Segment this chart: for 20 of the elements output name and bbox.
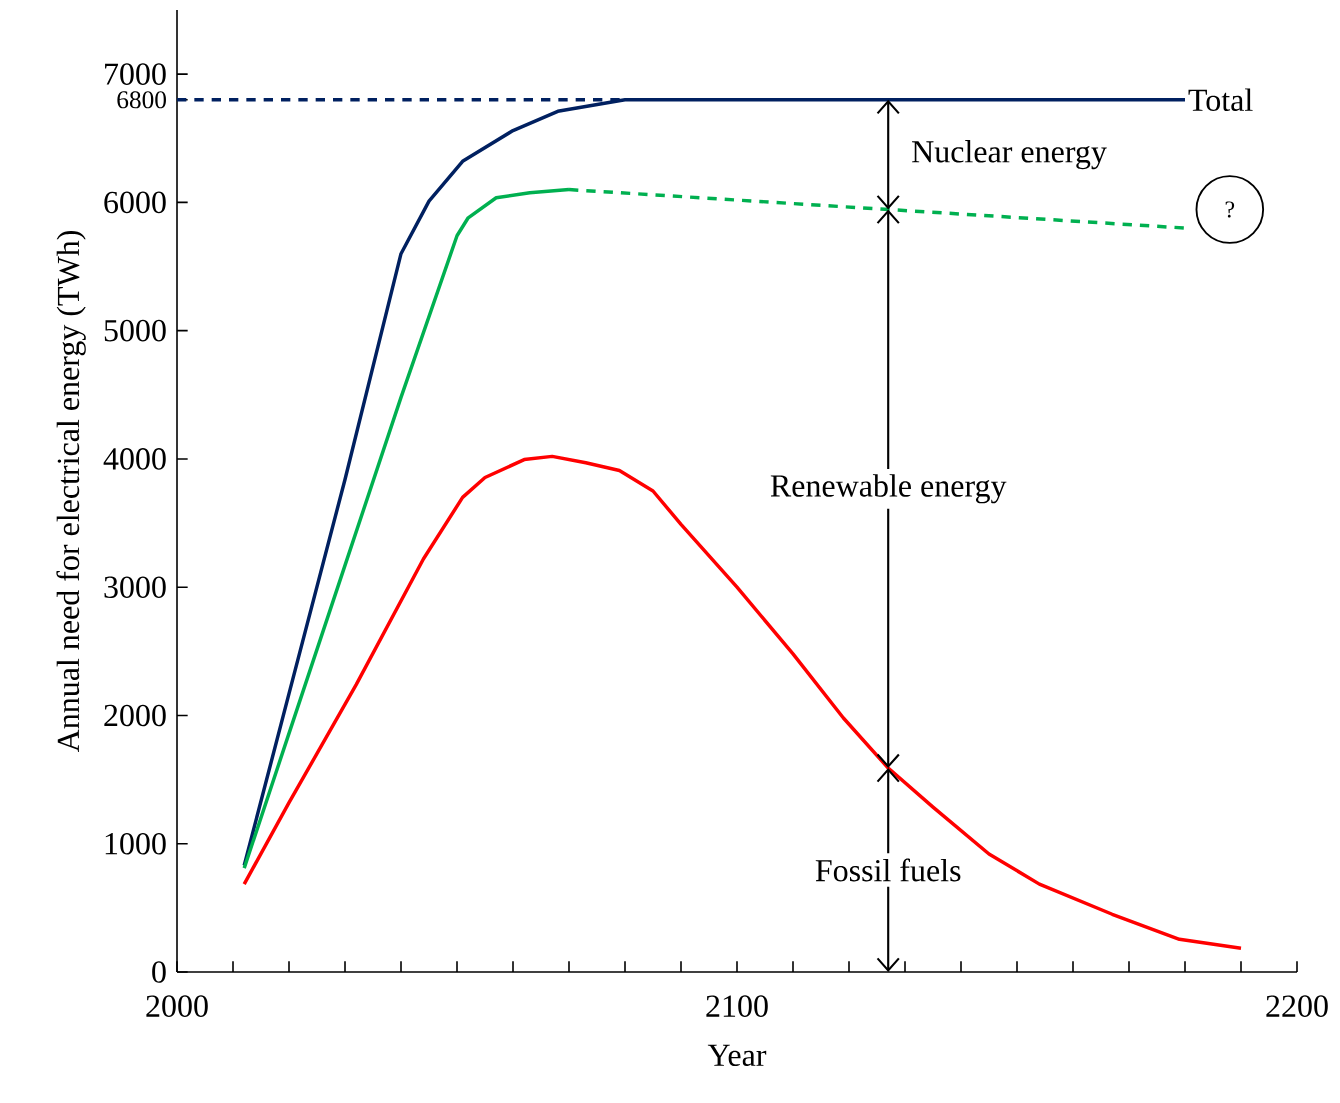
annotation: Fossil fuels (815, 858, 961, 882)
y-axis-title: Annual need for electrical energy (TWh) (56, 231, 86, 753)
x-tick-label: 2100 (706, 995, 768, 1017)
annotation: Nuclear energy (912, 140, 1107, 170)
y-tick-label: 5000 (104, 319, 166, 342)
y-tick-label: 1000 (105, 832, 166, 855)
y-tick-label: 2000 (104, 704, 166, 727)
y-tick-label: 3000 (104, 576, 166, 598)
annotation: Renewable energy (770, 474, 1007, 504)
y-tick-label: 6000 (104, 191, 166, 214)
y-tick-label: 6800 (117, 91, 166, 109)
x-axis-title: Year (707, 1044, 767, 1067)
y-tick-label: 7000 (105, 63, 166, 85)
series-label: Total (1188, 88, 1253, 112)
x-tick-label: 2000 (146, 995, 208, 1017)
line-series (242, 454, 1243, 950)
y-tick-label: 0 (152, 961, 166, 983)
x-tick-label: 2200 (1266, 995, 1328, 1017)
y-tick-label: 4000 (103, 448, 166, 470)
annotation: ? (1225, 201, 1235, 218)
